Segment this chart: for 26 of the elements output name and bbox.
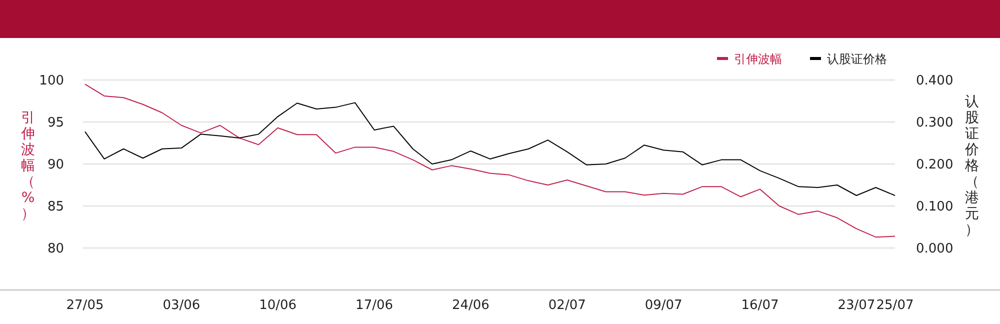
y-tick-label: 80 (47, 242, 64, 256)
x-tick-label: 23/07 (838, 298, 876, 313)
line-series (84, 84, 896, 238)
line-series (84, 102, 896, 196)
y-tick-label: 95 (47, 116, 64, 130)
legend-label: 引伸波幅 (734, 52, 782, 66)
x-tick-label: 17/06 (356, 298, 394, 313)
x-tick-label: 10/06 (259, 298, 297, 313)
y2-tick-label: 0.200 (916, 158, 954, 172)
y-tick-label: 85 (47, 200, 64, 214)
y-tick-label: 90 (47, 158, 64, 172)
x-tick-label: 25/07 (876, 298, 914, 313)
text: 认股证价格（港元） (965, 94, 979, 238)
y-axis-title: 引伸波幅（%） (20, 110, 35, 222)
y2-tick-label: 0.400 (916, 74, 954, 88)
x-tick-label: 24/06 (452, 298, 490, 313)
x-tick-label: 03/06 (162, 298, 200, 313)
x-tick-label: 02/07 (548, 298, 586, 313)
x-tick-label: 09/07 (644, 298, 682, 313)
y-tick-label: 100 (39, 74, 64, 88)
x-tick-label: 27/05 (66, 298, 104, 313)
legend-label: 认股证价格 (827, 52, 887, 66)
y2-tick-label: 0.300 (916, 116, 954, 130)
y2-tick-label: 0.000 (916, 242, 954, 256)
y2-tick-label: 0.100 (916, 200, 954, 214)
x-tick-label: 16/07 (741, 298, 779, 313)
